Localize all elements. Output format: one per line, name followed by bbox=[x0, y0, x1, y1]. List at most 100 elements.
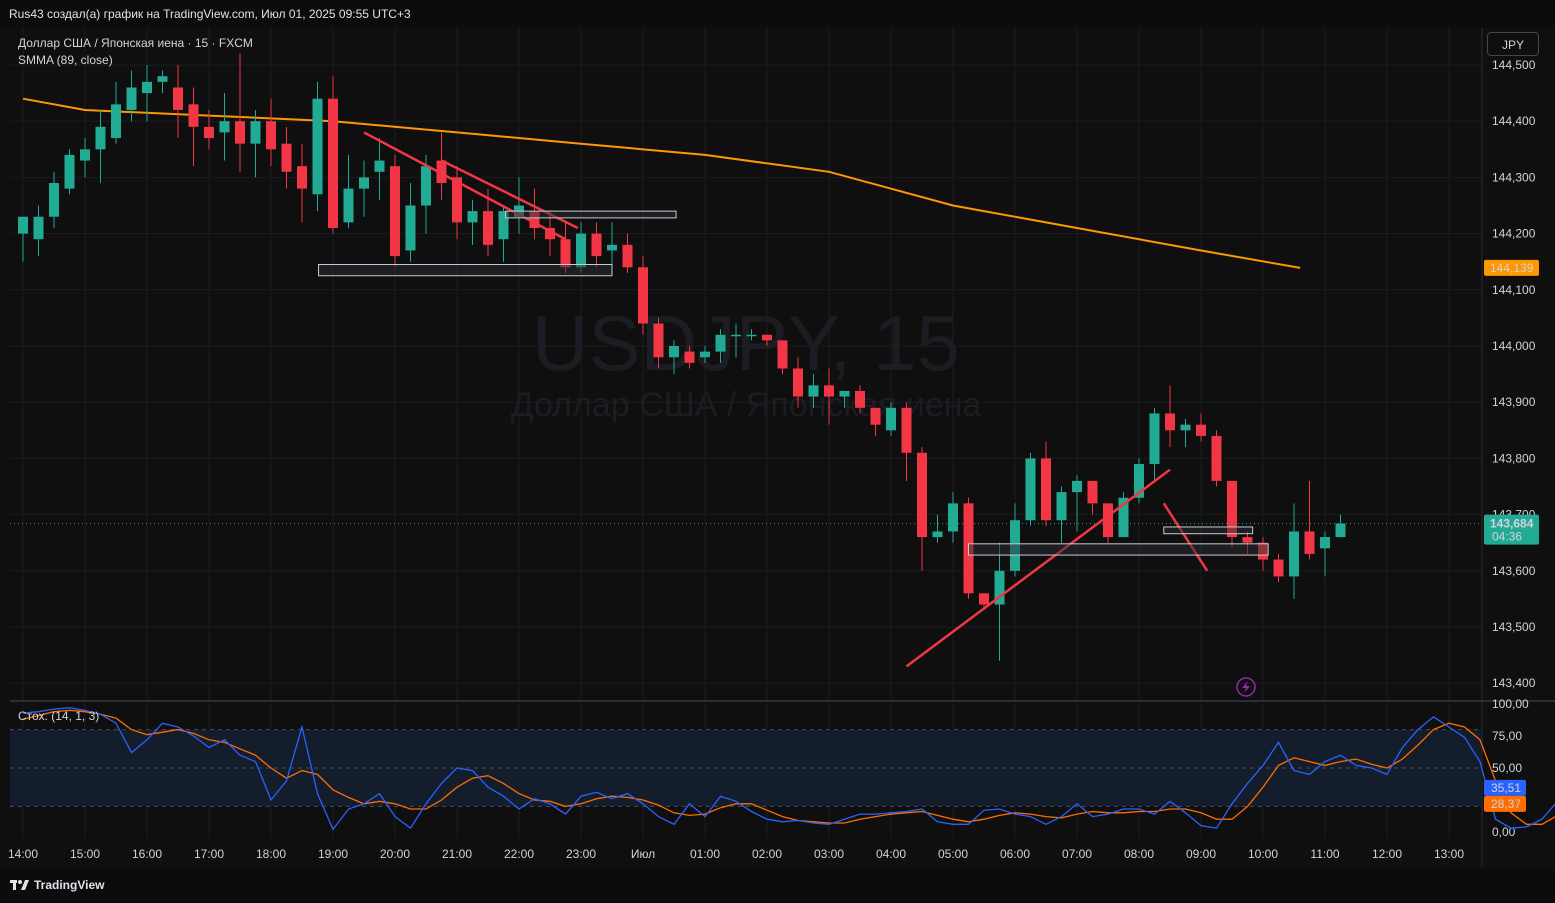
candle-body bbox=[607, 244, 617, 251]
time-tick-label: 04:00 bbox=[876, 847, 906, 861]
time-tick-label: 17:00 bbox=[194, 847, 224, 861]
stoch-k-badge bbox=[1484, 779, 1526, 796]
candle-body bbox=[157, 76, 168, 82]
candle-body bbox=[1165, 413, 1175, 431]
time-tick-label: 18:00 bbox=[256, 847, 286, 861]
candle-body bbox=[622, 244, 633, 268]
candle bbox=[669, 340, 679, 375]
candle bbox=[684, 346, 695, 369]
candle-body bbox=[839, 390, 850, 397]
candle-body bbox=[560, 239, 571, 268]
time-tick-label: 22:00 bbox=[504, 847, 534, 861]
candle bbox=[1273, 553, 1284, 583]
candle-body bbox=[219, 121, 230, 133]
candle-body bbox=[80, 149, 90, 161]
time-tick-label: 01:00 bbox=[690, 847, 720, 861]
time-tick-label: 23:00 bbox=[566, 847, 596, 861]
symbol-legend[interactable]: Доллар США / Японская иена · 15 · FXCM bbox=[18, 36, 253, 50]
currency-button[interactable]: JPY bbox=[1487, 32, 1539, 56]
candle bbox=[312, 81, 323, 212]
candle bbox=[343, 154, 354, 228]
stoch-k-line bbox=[22, 707, 1555, 831]
candle-body bbox=[1087, 480, 1098, 504]
candle-body bbox=[498, 211, 509, 240]
tradingview-logo-icon bbox=[10, 880, 29, 890]
candle-body bbox=[421, 166, 431, 206]
candle-body bbox=[297, 166, 307, 189]
candle bbox=[1103, 503, 1113, 543]
candle bbox=[49, 171, 59, 228]
time-tick-label: 15:00 bbox=[70, 847, 100, 861]
candle-body bbox=[126, 87, 137, 110]
candle bbox=[1289, 503, 1299, 599]
smma-legend[interactable]: SMMA (89, close) bbox=[18, 53, 113, 67]
candle bbox=[948, 492, 958, 543]
candle bbox=[793, 357, 803, 408]
candle-body bbox=[545, 227, 555, 240]
stoch-d-line bbox=[22, 709, 1555, 825]
bottom-bar bbox=[0, 869, 1555, 903]
candle bbox=[1304, 480, 1315, 560]
tradingview-logo[interactable]: TradingView bbox=[10, 878, 104, 892]
candle-body bbox=[188, 104, 199, 127]
candle-body bbox=[235, 121, 245, 144]
stoch-tick-label: 50,00 bbox=[1492, 761, 1522, 775]
candle bbox=[142, 65, 152, 122]
stoch-legend[interactable]: Стох. (14, 1, 3) bbox=[18, 709, 100, 723]
smma-price-label: 144,139 bbox=[1490, 261, 1534, 275]
candle bbox=[1227, 480, 1237, 549]
candle bbox=[607, 222, 617, 268]
candle-body bbox=[917, 452, 927, 538]
time-tick-label: 12:00 bbox=[1372, 847, 1402, 861]
candle bbox=[777, 340, 788, 375]
candle-body bbox=[343, 188, 354, 223]
candle bbox=[1320, 531, 1330, 577]
candle-body bbox=[436, 160, 447, 184]
candle bbox=[95, 109, 106, 184]
candle-body bbox=[1072, 480, 1082, 493]
candle bbox=[126, 70, 137, 122]
candle bbox=[653, 317, 664, 369]
price-tick-label: 143,400 bbox=[1492, 676, 1536, 690]
candle-body bbox=[746, 334, 757, 337]
candle bbox=[1149, 407, 1160, 481]
candle bbox=[328, 76, 338, 234]
time-tick-label: 05:00 bbox=[938, 847, 968, 861]
time-tick-label: 21:00 bbox=[442, 847, 472, 861]
zone-box bbox=[318, 264, 613, 277]
candle bbox=[824, 368, 834, 425]
candle-body bbox=[994, 570, 1005, 605]
candle-body bbox=[18, 216, 28, 234]
candle-body bbox=[173, 87, 183, 110]
candle-body bbox=[250, 121, 261, 144]
time-tick-label: 10:00 bbox=[1248, 847, 1278, 861]
candle bbox=[436, 132, 447, 200]
candle bbox=[746, 329, 757, 341]
candle bbox=[111, 81, 121, 144]
candle bbox=[932, 514, 943, 543]
candle bbox=[33, 205, 44, 257]
candle-body bbox=[312, 98, 323, 195]
candle-body bbox=[1118, 497, 1129, 538]
candle bbox=[235, 53, 245, 172]
candle-body bbox=[529, 211, 540, 228]
candle-body bbox=[1227, 480, 1237, 538]
candle-body bbox=[483, 211, 493, 245]
candle-body bbox=[142, 81, 152, 94]
candle bbox=[917, 447, 927, 571]
time-tick-label: 03:00 bbox=[814, 847, 844, 861]
trendline bbox=[905, 468, 1171, 668]
lightning-icon-bolt bbox=[1242, 681, 1250, 693]
candle-body bbox=[777, 340, 788, 369]
candle bbox=[281, 126, 292, 189]
candle-body bbox=[467, 211, 478, 223]
candle-body bbox=[932, 531, 943, 538]
candle-body bbox=[979, 593, 989, 605]
candle-body bbox=[1304, 531, 1315, 554]
top-bar: Rus43 создал(а) график на TradingView.co… bbox=[0, 0, 1555, 28]
candle-body bbox=[95, 126, 106, 150]
candle bbox=[297, 143, 307, 223]
candle bbox=[1118, 492, 1129, 538]
candle bbox=[1072, 475, 1082, 532]
